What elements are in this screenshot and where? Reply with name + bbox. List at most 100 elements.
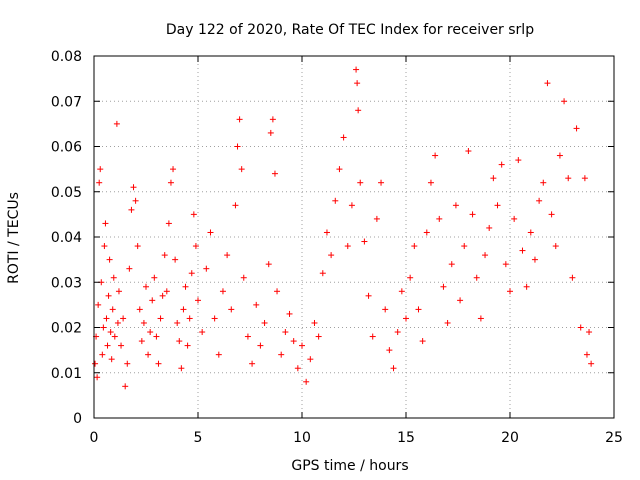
data-point [290, 338, 297, 345]
data-point [192, 243, 199, 250]
data-point [415, 306, 422, 313]
data-point [373, 215, 380, 222]
data-point [265, 261, 272, 268]
data-point [101, 243, 108, 250]
data-point [382, 306, 389, 313]
data-point [348, 202, 355, 209]
data-point [436, 215, 443, 222]
data-point [586, 329, 593, 336]
data-point [544, 80, 551, 87]
data-point [588, 360, 595, 367]
data-point [540, 179, 547, 186]
data-point [159, 292, 166, 299]
y-tick-label: 0.08 [51, 49, 82, 65]
data-point [490, 175, 497, 182]
data-point [122, 383, 129, 390]
data-point [199, 329, 206, 336]
data-point [511, 215, 518, 222]
data-point [427, 179, 434, 186]
data-point [157, 315, 164, 322]
data-point [228, 306, 235, 313]
data-point [581, 175, 588, 182]
data-point [419, 338, 426, 345]
x-tick-label: 20 [501, 430, 519, 446]
data-point [103, 315, 110, 322]
data-point [536, 197, 543, 204]
data-point [113, 120, 120, 127]
data-point [261, 319, 268, 326]
data-point [180, 306, 187, 313]
data-point [161, 252, 168, 259]
data-point [95, 301, 102, 308]
data-point [155, 360, 162, 367]
data-point [147, 329, 154, 336]
data-point [323, 229, 330, 236]
data-point [569, 274, 576, 281]
data-point [407, 274, 414, 281]
data-point [149, 297, 156, 304]
y-tick-label: 0.07 [51, 94, 82, 110]
data-point [369, 333, 376, 340]
data-point [190, 211, 197, 218]
data-point [124, 360, 131, 367]
data-point [494, 202, 501, 209]
data-point [184, 342, 191, 349]
data-point [390, 365, 397, 372]
data-point [340, 134, 347, 141]
data-point [448, 261, 455, 268]
data-point [294, 365, 301, 372]
data-point [307, 356, 314, 363]
data-point [355, 107, 362, 114]
data-point [102, 220, 109, 227]
data-point [165, 220, 172, 227]
data-point [163, 288, 170, 295]
data-point [253, 301, 260, 308]
data-point [138, 338, 145, 345]
data-point [403, 315, 409, 322]
data-point [299, 342, 305, 349]
data-point [136, 306, 143, 313]
grid [94, 56, 614, 418]
data-point [188, 270, 195, 277]
data-point [234, 143, 241, 150]
data-point [507, 288, 513, 295]
data-point [132, 197, 139, 204]
data-point [303, 378, 310, 385]
data-point [486, 224, 493, 231]
x-tick-label: 0 [90, 430, 99, 446]
chart-title: Day 122 of 2020, Rate Of TEC Index for r… [166, 22, 534, 38]
data-point [461, 243, 468, 250]
data-point [523, 283, 530, 290]
data-point [477, 315, 484, 322]
data-point [111, 333, 118, 340]
data-point [115, 288, 122, 295]
data-point [207, 229, 214, 236]
data-point [99, 351, 106, 358]
data-point [172, 256, 179, 263]
data-point [128, 206, 135, 213]
data-point [365, 292, 372, 299]
data-point [92, 360, 99, 367]
data-point [140, 319, 147, 326]
data-point [394, 329, 401, 336]
data-point [232, 202, 239, 209]
y-axis-title: ROTI / TECUs [6, 192, 22, 284]
data-point [178, 365, 185, 372]
data-point [182, 283, 189, 290]
data-point [315, 333, 322, 340]
data-point [565, 175, 572, 182]
data-point [531, 256, 538, 263]
x-tick-label: 15 [397, 430, 415, 446]
data-point [249, 360, 256, 367]
data-point [432, 152, 439, 159]
data-point [332, 197, 339, 204]
data-point [100, 324, 107, 331]
data-point [109, 306, 116, 313]
data-point [548, 211, 555, 218]
data-point [104, 342, 111, 349]
data-point [267, 129, 274, 136]
data-point [126, 265, 133, 272]
data-point [552, 243, 559, 250]
data-point [195, 297, 201, 304]
